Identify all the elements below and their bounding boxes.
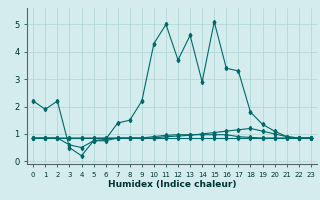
X-axis label: Humidex (Indice chaleur): Humidex (Indice chaleur) [108,180,236,189]
